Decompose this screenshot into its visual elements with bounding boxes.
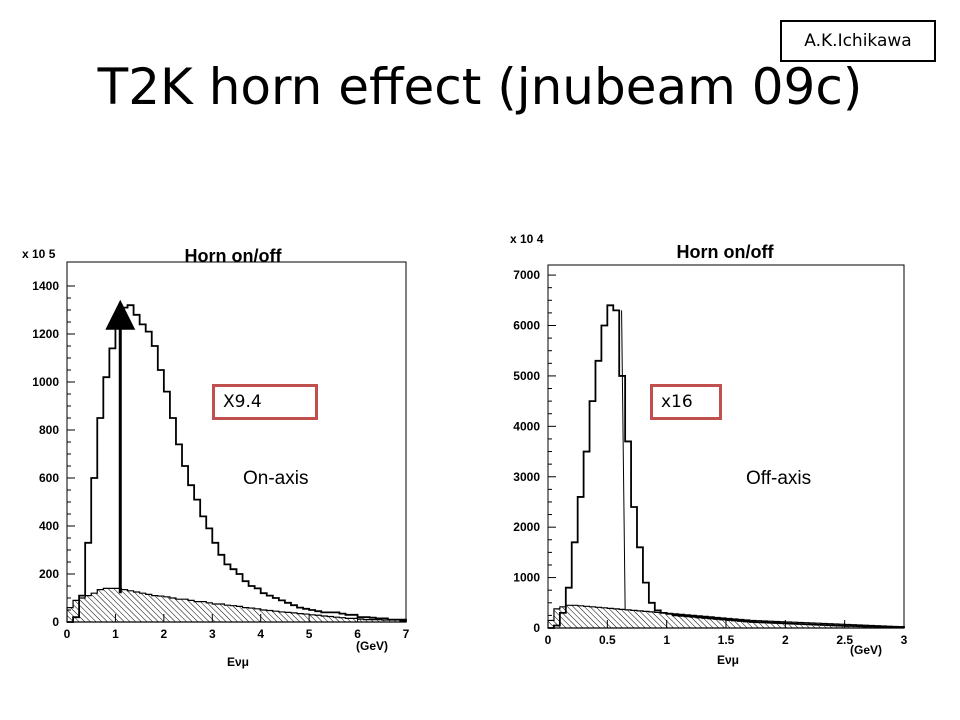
- x-tick-label: 2: [782, 633, 789, 647]
- x-axis-unit: (GeV): [850, 643, 882, 657]
- y-tick-label: 1400: [32, 279, 59, 293]
- slide-title: T2K horn effect (jnubeam 09c): [97, 58, 863, 116]
- plot-frame: [66, 261, 407, 623]
- x-axis-label: Eνμ: [227, 655, 249, 669]
- y-tick-label: 1000: [32, 375, 59, 389]
- x-tick-label: 1: [663, 633, 670, 647]
- x-axis-unit: (GeV): [356, 639, 388, 653]
- region-label-on-axis: On-axis: [243, 468, 309, 489]
- horn-on-histogram: [548, 304, 905, 629]
- y-exponent-label: x 10 5: [22, 247, 56, 261]
- y-tick-label: 400: [39, 519, 59, 533]
- y-tick-label: 4000: [513, 419, 540, 433]
- plot-frame: [547, 264, 905, 629]
- x-tick-label: 7: [403, 627, 410, 641]
- x-tick-label: 0.5: [599, 633, 616, 647]
- ratio-callout-off-axis: x16: [650, 384, 722, 420]
- x-tick-label: 4: [257, 627, 264, 641]
- x-tick-label: 5: [306, 627, 313, 641]
- y-tick-label: 1000: [513, 571, 540, 585]
- histogram-off-axis: Horn on/off x 10 4 0 1000 2000 3000 4000 5000 60…: [510, 232, 908, 667]
- horn-off-histogram: [547, 604, 905, 629]
- region-label-off-axis: Off-axis: [746, 468, 812, 489]
- chart-title: Horn on/off: [677, 242, 775, 262]
- ratio-callout-on-axis: X9.4: [212, 384, 318, 420]
- x-tick-label: 2.5: [836, 633, 853, 647]
- y-tick-label: 5000: [513, 369, 540, 383]
- y-tick-label: 2000: [513, 520, 540, 534]
- y-tick-label: 200: [39, 567, 59, 581]
- x-tick-label: 1.5: [718, 633, 735, 647]
- y-tick-label: 7000: [513, 268, 540, 282]
- y-tick-label: 3000: [513, 470, 540, 484]
- x-tick-label: 0: [64, 627, 71, 641]
- y-tick-label: 600: [39, 471, 59, 485]
- x-tick-label: 1: [112, 627, 119, 641]
- horn-on-histogram: [67, 304, 407, 623]
- y-tick-label: 6000: [513, 319, 540, 333]
- x-tick-label: 6: [354, 627, 361, 641]
- x-tick-label: 0: [545, 633, 552, 647]
- y-tick-label: 0: [52, 615, 59, 629]
- x-axis-label: Eνμ: [717, 653, 739, 667]
- y-tick-label: 800: [39, 423, 59, 437]
- ratio-arrow: [621, 310, 626, 609]
- y-exponent-label: x 10 4: [510, 232, 544, 246]
- chart-title: Horn on/off: [185, 246, 283, 266]
- y-tick-label: 1200: [32, 327, 59, 341]
- x-tick-label: 3: [901, 633, 908, 647]
- author-box: A.K.Ichikawa: [780, 20, 936, 62]
- x-tick-label: 3: [209, 627, 216, 641]
- horn-off-histogram: [66, 587, 407, 623]
- x-tick-label: 2: [161, 627, 168, 641]
- y-tick-label: 0: [533, 621, 540, 635]
